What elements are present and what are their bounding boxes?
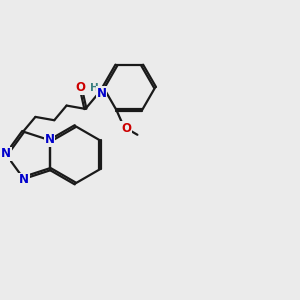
Text: O: O: [76, 81, 85, 94]
Text: N: N: [97, 87, 106, 100]
Text: H: H: [89, 83, 98, 94]
Text: N: N: [44, 133, 55, 146]
Text: O: O: [121, 122, 131, 135]
Text: N: N: [19, 173, 29, 186]
Text: N: N: [1, 147, 11, 160]
